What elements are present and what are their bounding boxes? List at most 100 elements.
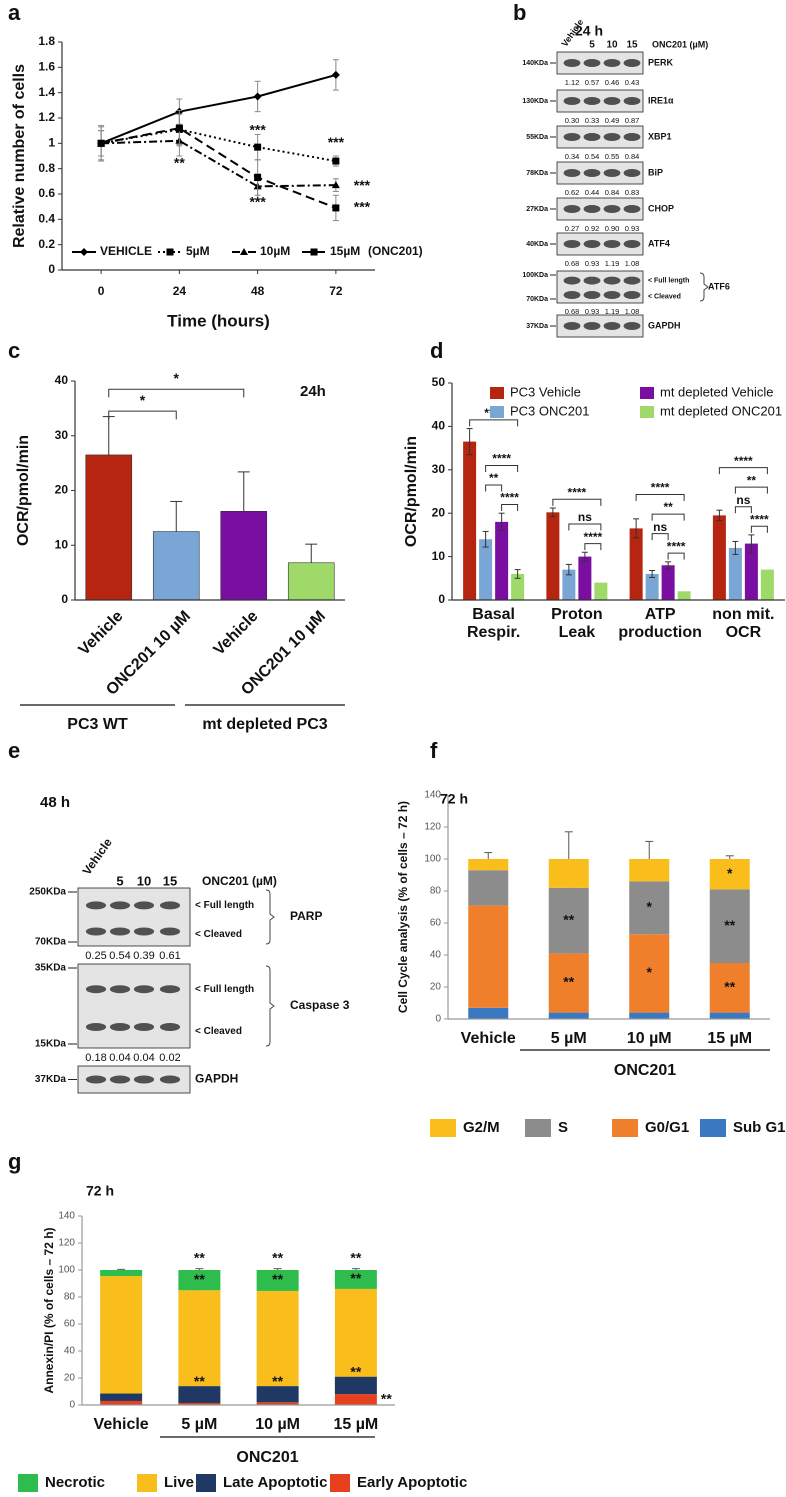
bar-segment: [468, 859, 509, 871]
quantification: 0.34: [565, 152, 580, 161]
y-tick-label: 0.8: [38, 161, 55, 175]
quantification: 0.93: [585, 307, 600, 316]
size-marker: 130KDa: [522, 98, 548, 105]
x-tick-label: 15 µM: [707, 1030, 752, 1047]
lane-label: 10: [606, 40, 618, 51]
line: [101, 139, 336, 188]
significance: *: [727, 865, 733, 881]
point: [331, 181, 340, 189]
band: [583, 276, 601, 285]
point: [80, 248, 88, 256]
significance: ***: [354, 177, 371, 193]
blot-treatment: ONC201 (µM): [652, 39, 708, 49]
bar-segment: [468, 1007, 509, 1019]
significance: **: [272, 1249, 283, 1265]
band: [563, 59, 581, 67]
point: [254, 143, 262, 151]
chart-note: 24h: [300, 383, 326, 400]
band: [85, 1075, 107, 1084]
bar-segment: [256, 1386, 299, 1403]
legend-label: S: [558, 1119, 568, 1136]
legend-swatch: [525, 1119, 551, 1137]
bar-segment: [629, 859, 670, 882]
band: [583, 97, 601, 105]
bracket: [734, 506, 752, 514]
band: [109, 927, 131, 936]
significance: ***: [249, 121, 266, 137]
bracket: [584, 543, 602, 551]
lane-label: Vehicle: [80, 835, 115, 877]
y-tick-label: 60: [430, 918, 442, 929]
bar-segment: [629, 881, 670, 935]
band: [133, 1075, 155, 1084]
significance: **: [194, 1373, 205, 1389]
significance: ns: [736, 493, 750, 507]
legend-swatch: [700, 1119, 726, 1137]
significance: *: [647, 964, 653, 980]
bar-segment: [709, 1012, 750, 1019]
legend-label: G0/G1: [645, 1119, 689, 1136]
quantification: 0.93: [625, 224, 640, 233]
band: [563, 133, 581, 141]
y-tick-label: 0: [435, 1014, 441, 1025]
legend-label: 10µM: [260, 244, 290, 258]
y-tick-label: 40: [55, 373, 69, 387]
protein-label: ATF6: [708, 281, 730, 291]
bar: [677, 591, 691, 600]
x-tick-label: 24: [173, 284, 187, 298]
legend-swatch: [430, 1119, 456, 1137]
bracket: [108, 388, 245, 398]
band: [583, 133, 601, 141]
quantification: 0.83: [625, 188, 640, 197]
significance: ****: [584, 530, 603, 544]
bar: [712, 515, 726, 600]
bracket: [485, 484, 503, 492]
significance: **: [174, 154, 185, 170]
point: [254, 174, 262, 182]
bar: [152, 531, 200, 601]
blot: [77, 887, 191, 947]
band: [85, 927, 107, 936]
significance: ****: [667, 539, 686, 553]
x-tick-label: Vehicle: [211, 608, 262, 659]
y-tick-label: 1.4: [38, 85, 55, 99]
quantification: 0.61: [159, 950, 180, 962]
significance: ***: [328, 134, 345, 150]
point: [175, 124, 183, 132]
band: [109, 1023, 131, 1031]
significance: ****: [750, 512, 769, 526]
quantification: 0.30: [565, 116, 580, 125]
legend-label: mt depleted ONC201: [660, 403, 782, 418]
quantification: 0.84: [625, 152, 640, 161]
band: [603, 59, 621, 67]
significance: ****: [568, 485, 587, 499]
x-tick-label: non mit. OCR: [712, 606, 775, 642]
legend-label: Late Apoptotic: [223, 1474, 327, 1491]
point: [166, 248, 174, 256]
bar: [220, 511, 268, 601]
bar: [661, 565, 675, 600]
y-tick-label: 60: [64, 1319, 76, 1330]
lane-label: 15: [626, 40, 638, 51]
band-label: < Cleaved: [195, 1026, 242, 1037]
size-marker: 40KDa: [526, 241, 548, 248]
quantification: 0.02: [159, 1052, 180, 1064]
group-label: ONC201: [236, 1449, 298, 1466]
band: [603, 205, 621, 213]
bar-segment: [548, 953, 589, 1013]
line: [100, 73, 337, 145]
bracket: [485, 464, 519, 472]
size-marker: 55KDa: [526, 134, 548, 141]
legend-label: VEHICLE: [100, 244, 152, 258]
quantification: 1.19: [605, 259, 620, 268]
x-tick-label: ATP production: [618, 606, 702, 642]
panel-label: f: [430, 738, 438, 763]
y-tick-label: 40: [64, 1346, 76, 1357]
y-axis-title: OCR/pmol/min: [15, 435, 32, 546]
y-tick-label: 30: [55, 428, 69, 442]
band: [623, 205, 641, 213]
quantification: 0.84: [605, 188, 620, 197]
y-tick-label: 10: [55, 537, 69, 551]
bar-segment: [100, 1270, 143, 1277]
quantification: 0.49: [605, 116, 620, 125]
